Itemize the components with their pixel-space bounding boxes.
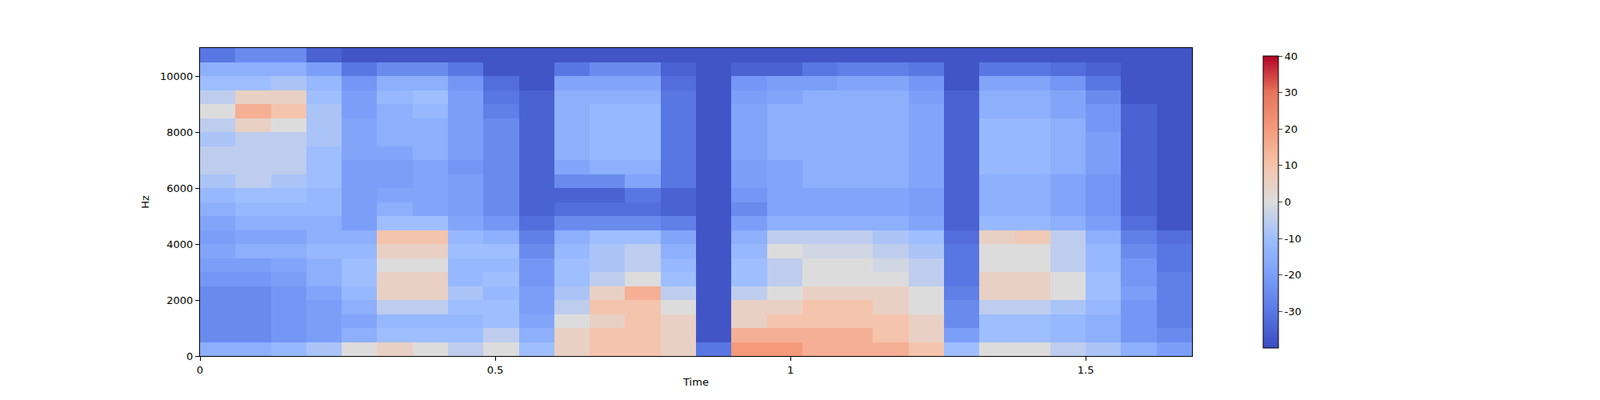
svg-text:-10: -10 <box>1284 232 1302 245</box>
svg-text:30: 30 <box>1284 86 1299 99</box>
svg-text:40: 40 <box>1284 50 1299 63</box>
svg-text:4000: 4000 <box>166 238 193 251</box>
svg-text:Hz: Hz <box>139 195 152 209</box>
svg-text:2000: 2000 <box>166 294 193 307</box>
svg-text:8000: 8000 <box>166 126 193 139</box>
svg-text:10: 10 <box>1284 159 1299 172</box>
svg-text:20: 20 <box>1284 123 1299 136</box>
svg-text:1.5: 1.5 <box>1077 364 1095 376</box>
svg-text:-30: -30 <box>1284 305 1302 318</box>
svg-text:0.5: 0.5 <box>487 364 504 376</box>
svg-text:0: 0 <box>186 350 193 363</box>
svg-text:0: 0 <box>1284 196 1292 208</box>
svg-text:-20: -20 <box>1284 268 1302 281</box>
svg-text:1: 1 <box>787 364 794 376</box>
svg-text:10000: 10000 <box>160 70 193 83</box>
svg-text:6000: 6000 <box>166 182 193 195</box>
svg-text:0: 0 <box>196 364 204 376</box>
svg-text:Time: Time <box>682 376 709 388</box>
